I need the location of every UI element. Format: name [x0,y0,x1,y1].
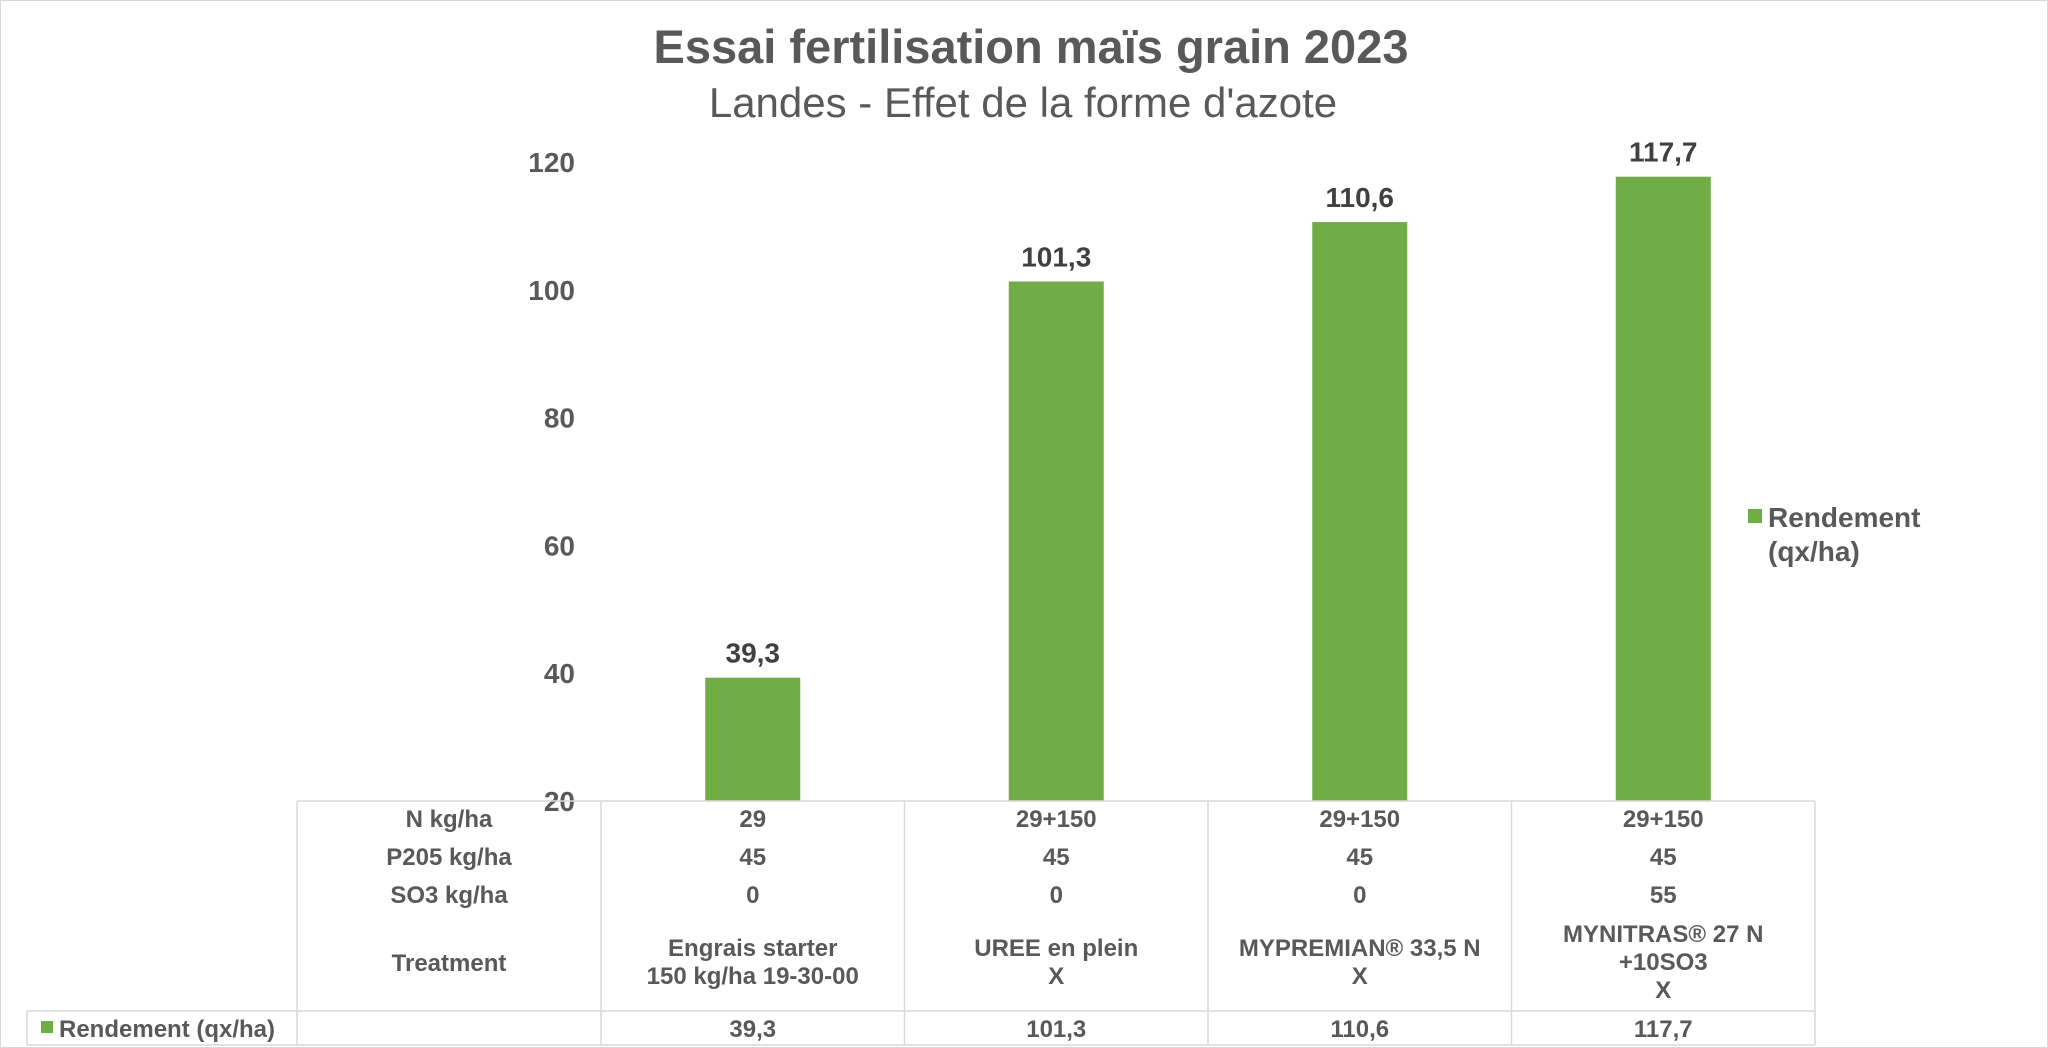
y-tick-label: 120 [528,147,575,178]
y-tick-label: 60 [544,530,575,561]
bar [1312,222,1408,802]
table-cell-treatment: X [1352,963,1368,990]
table-series-value: 101,3 [1026,1016,1086,1043]
data-label: 110,6 [1325,182,1394,213]
table-cell-treatment: Engrais starter [668,935,837,962]
bar [1008,281,1104,801]
data-labels-group: 39,3 101,3 110,6 117,7 [726,137,1698,669]
table-cell-treatment: +10SO3 [1619,949,1708,976]
table-cell-treatment: 150 kg/ha 19-30-00 [647,963,859,990]
bar [1615,176,1711,801]
table-cell: 29+150 [1623,806,1704,833]
table-legend-swatch [41,1021,53,1033]
table-cell-treatment: X [1655,977,1671,1004]
table-cell: 29+150 [1016,806,1097,833]
chart-title: Essai fertilisation maïs grain 2023 [654,20,1409,73]
table-cell-treatment: MYNITRAS® 27 N [1563,921,1763,948]
legend: Rendement (qx/ha) [1748,502,1920,567]
table-cell: 29 [739,806,766,833]
bars-group [705,176,1711,802]
table-cell: 45 [1650,844,1677,871]
table-cell: 45 [739,844,766,871]
y-tick-label: 40 [544,658,575,689]
table-cell: 45 [1346,844,1373,871]
table-cell-treatment: X [1048,963,1064,990]
table-cell: 0 [1050,882,1063,909]
table-row-header: P205 kg/ha [386,844,512,871]
data-label: 39,3 [726,638,781,669]
legend-label-line-2: (qx/ha) [1768,536,1860,567]
bar [705,677,801,801]
table-series-value: 117,7 [1634,1016,1693,1043]
table-series-value: 110,6 [1330,1016,1389,1043]
y-tick-label: 80 [544,403,575,434]
data-table: N kg/ha P205 kg/ha SO3 kg/ha Treatment 29 45 0… [26,800,1816,1046]
table-cell: 29+150 [1319,806,1400,833]
table-row-header: SO3 kg/ha [390,882,508,909]
table-series-label: Rendement (qx/ha) [59,1016,275,1043]
table-cell: 45 [1043,844,1070,871]
data-label: 101,3 [1021,241,1091,272]
legend-label-line-1: Rendement [1768,502,1920,533]
table-series-value: 39,3 [729,1016,776,1043]
table-row-header: Treatment [392,950,507,977]
data-label: 117,7 [1629,137,1698,168]
table-cell: 0 [746,882,759,909]
table-cell: 0 [1353,882,1366,909]
y-tick-label: 100 [528,275,575,306]
table-cell-treatment: MYPREMIAN® 33,5 N [1239,935,1481,962]
chart-subtitle: Landes - Effet de la forme d'azote [709,79,1337,126]
legend-swatch [1748,509,1762,523]
table-row-header: N kg/ha [406,806,493,833]
table-cell: 55 [1650,882,1677,909]
table-cell-treatment: UREE en plein [974,935,1138,962]
